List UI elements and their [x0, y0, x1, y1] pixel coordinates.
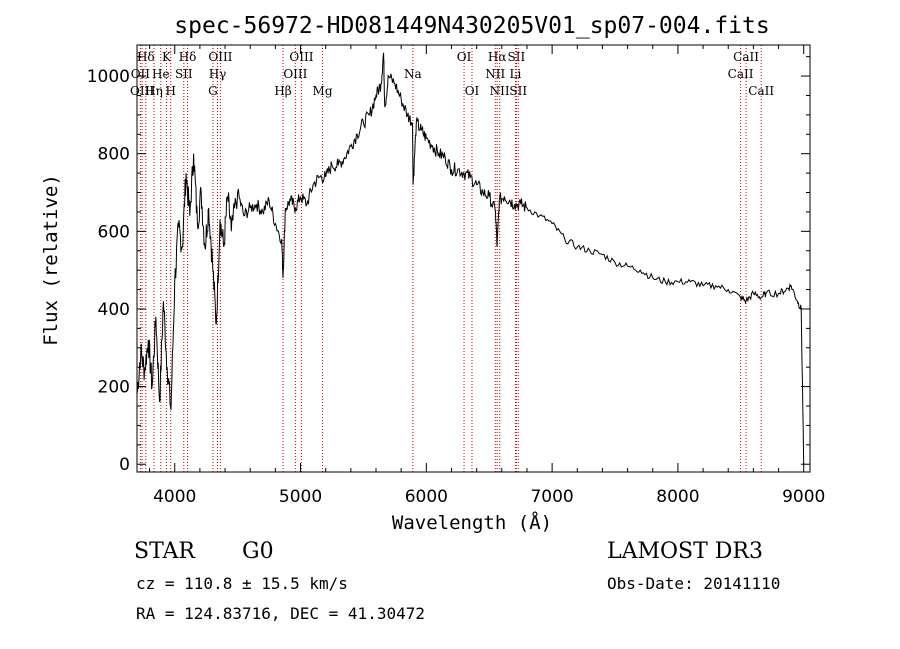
- marker-label-26: CaII: [728, 67, 754, 81]
- x-tick-label-1: 5000: [279, 487, 322, 507]
- marker-label-5: Hη: [145, 84, 163, 98]
- marker-label-22: SII: [508, 50, 526, 64]
- spectrum-chart: spec-56972-HD081449N430205V01_sp07-004.f…: [40, 13, 825, 534]
- coordinates: RA = 124.83716, DEC = 41.30472: [136, 604, 425, 623]
- marker-label-15: Mg: [313, 84, 333, 98]
- y-tick-label-2: 400: [98, 300, 130, 320]
- marker-label-9: OIII: [208, 50, 232, 64]
- marker-label-25: CaII: [733, 50, 759, 64]
- redshift-value: cz = 110.8 ± 15.5 km/s: [136, 574, 348, 593]
- plot-frame: [136, 44, 811, 473]
- x-tick-label-3: 7000: [530, 487, 573, 507]
- marker-label-1: OII: [131, 67, 151, 81]
- y-tick-label-4: 800: [98, 145, 130, 165]
- marker-label-4: He: [152, 67, 170, 81]
- chart-title: spec-56972-HD081449N430205V01_sp07-004.f…: [174, 13, 769, 39]
- x-tick-label-4: 8000: [656, 487, 699, 507]
- spectrum-line: [136, 52, 805, 465]
- marker-label-7: H: [165, 84, 175, 98]
- marker-label-21: NII: [490, 84, 510, 98]
- marker-label-11: G: [208, 84, 218, 98]
- x-axis-label: Wavelength (Å): [392, 511, 552, 534]
- marker-label-10: Hγ: [209, 67, 227, 81]
- marker-label-3: K: [162, 50, 172, 64]
- y-axis-label: Flux (relative): [40, 174, 62, 346]
- survey-name: LAMOST DR3: [607, 539, 763, 564]
- y-tick-label-5: 1000: [87, 67, 130, 87]
- x-tick-label-0: 4000: [153, 487, 196, 507]
- axis-ticks: 4000 5000 6000 7000 8000 9000 0 200 400 600 800 100…: [87, 45, 825, 507]
- marker-label-19: Hα: [488, 50, 507, 64]
- marker-label-0: Hδ: [137, 50, 155, 64]
- x-tick-label-5: 9000: [782, 487, 825, 507]
- marker-label-20: NII: [485, 67, 505, 81]
- marker-label-8: Hδ: [179, 50, 197, 64]
- obs-date: Obs-Date: 20141110: [607, 574, 781, 593]
- y-tick-label-3: 600: [98, 222, 130, 242]
- marker-label-17: OI: [457, 50, 472, 64]
- x-tick-label-2: 6000: [405, 487, 448, 507]
- marker-label-27: CaII: [748, 84, 774, 98]
- marker-label-16: Na: [404, 67, 422, 81]
- spectral-subclass: G0: [242, 539, 274, 564]
- marker-label-13: OIII: [289, 50, 313, 64]
- marker-label-23: Li: [509, 67, 521, 81]
- y-tick-label-0: 0: [119, 455, 130, 475]
- marker-label-6: SII: [175, 67, 193, 81]
- marker-label-2: OIII: [130, 84, 154, 98]
- marker-label-24: SII: [509, 84, 527, 98]
- marker-label-14: OIII: [283, 67, 307, 81]
- y-tick-label-1: 200: [98, 378, 130, 398]
- marker-label-18: OI: [465, 84, 480, 98]
- object-class: STAR: [134, 539, 195, 564]
- marker-label-12: Hβ: [274, 84, 291, 98]
